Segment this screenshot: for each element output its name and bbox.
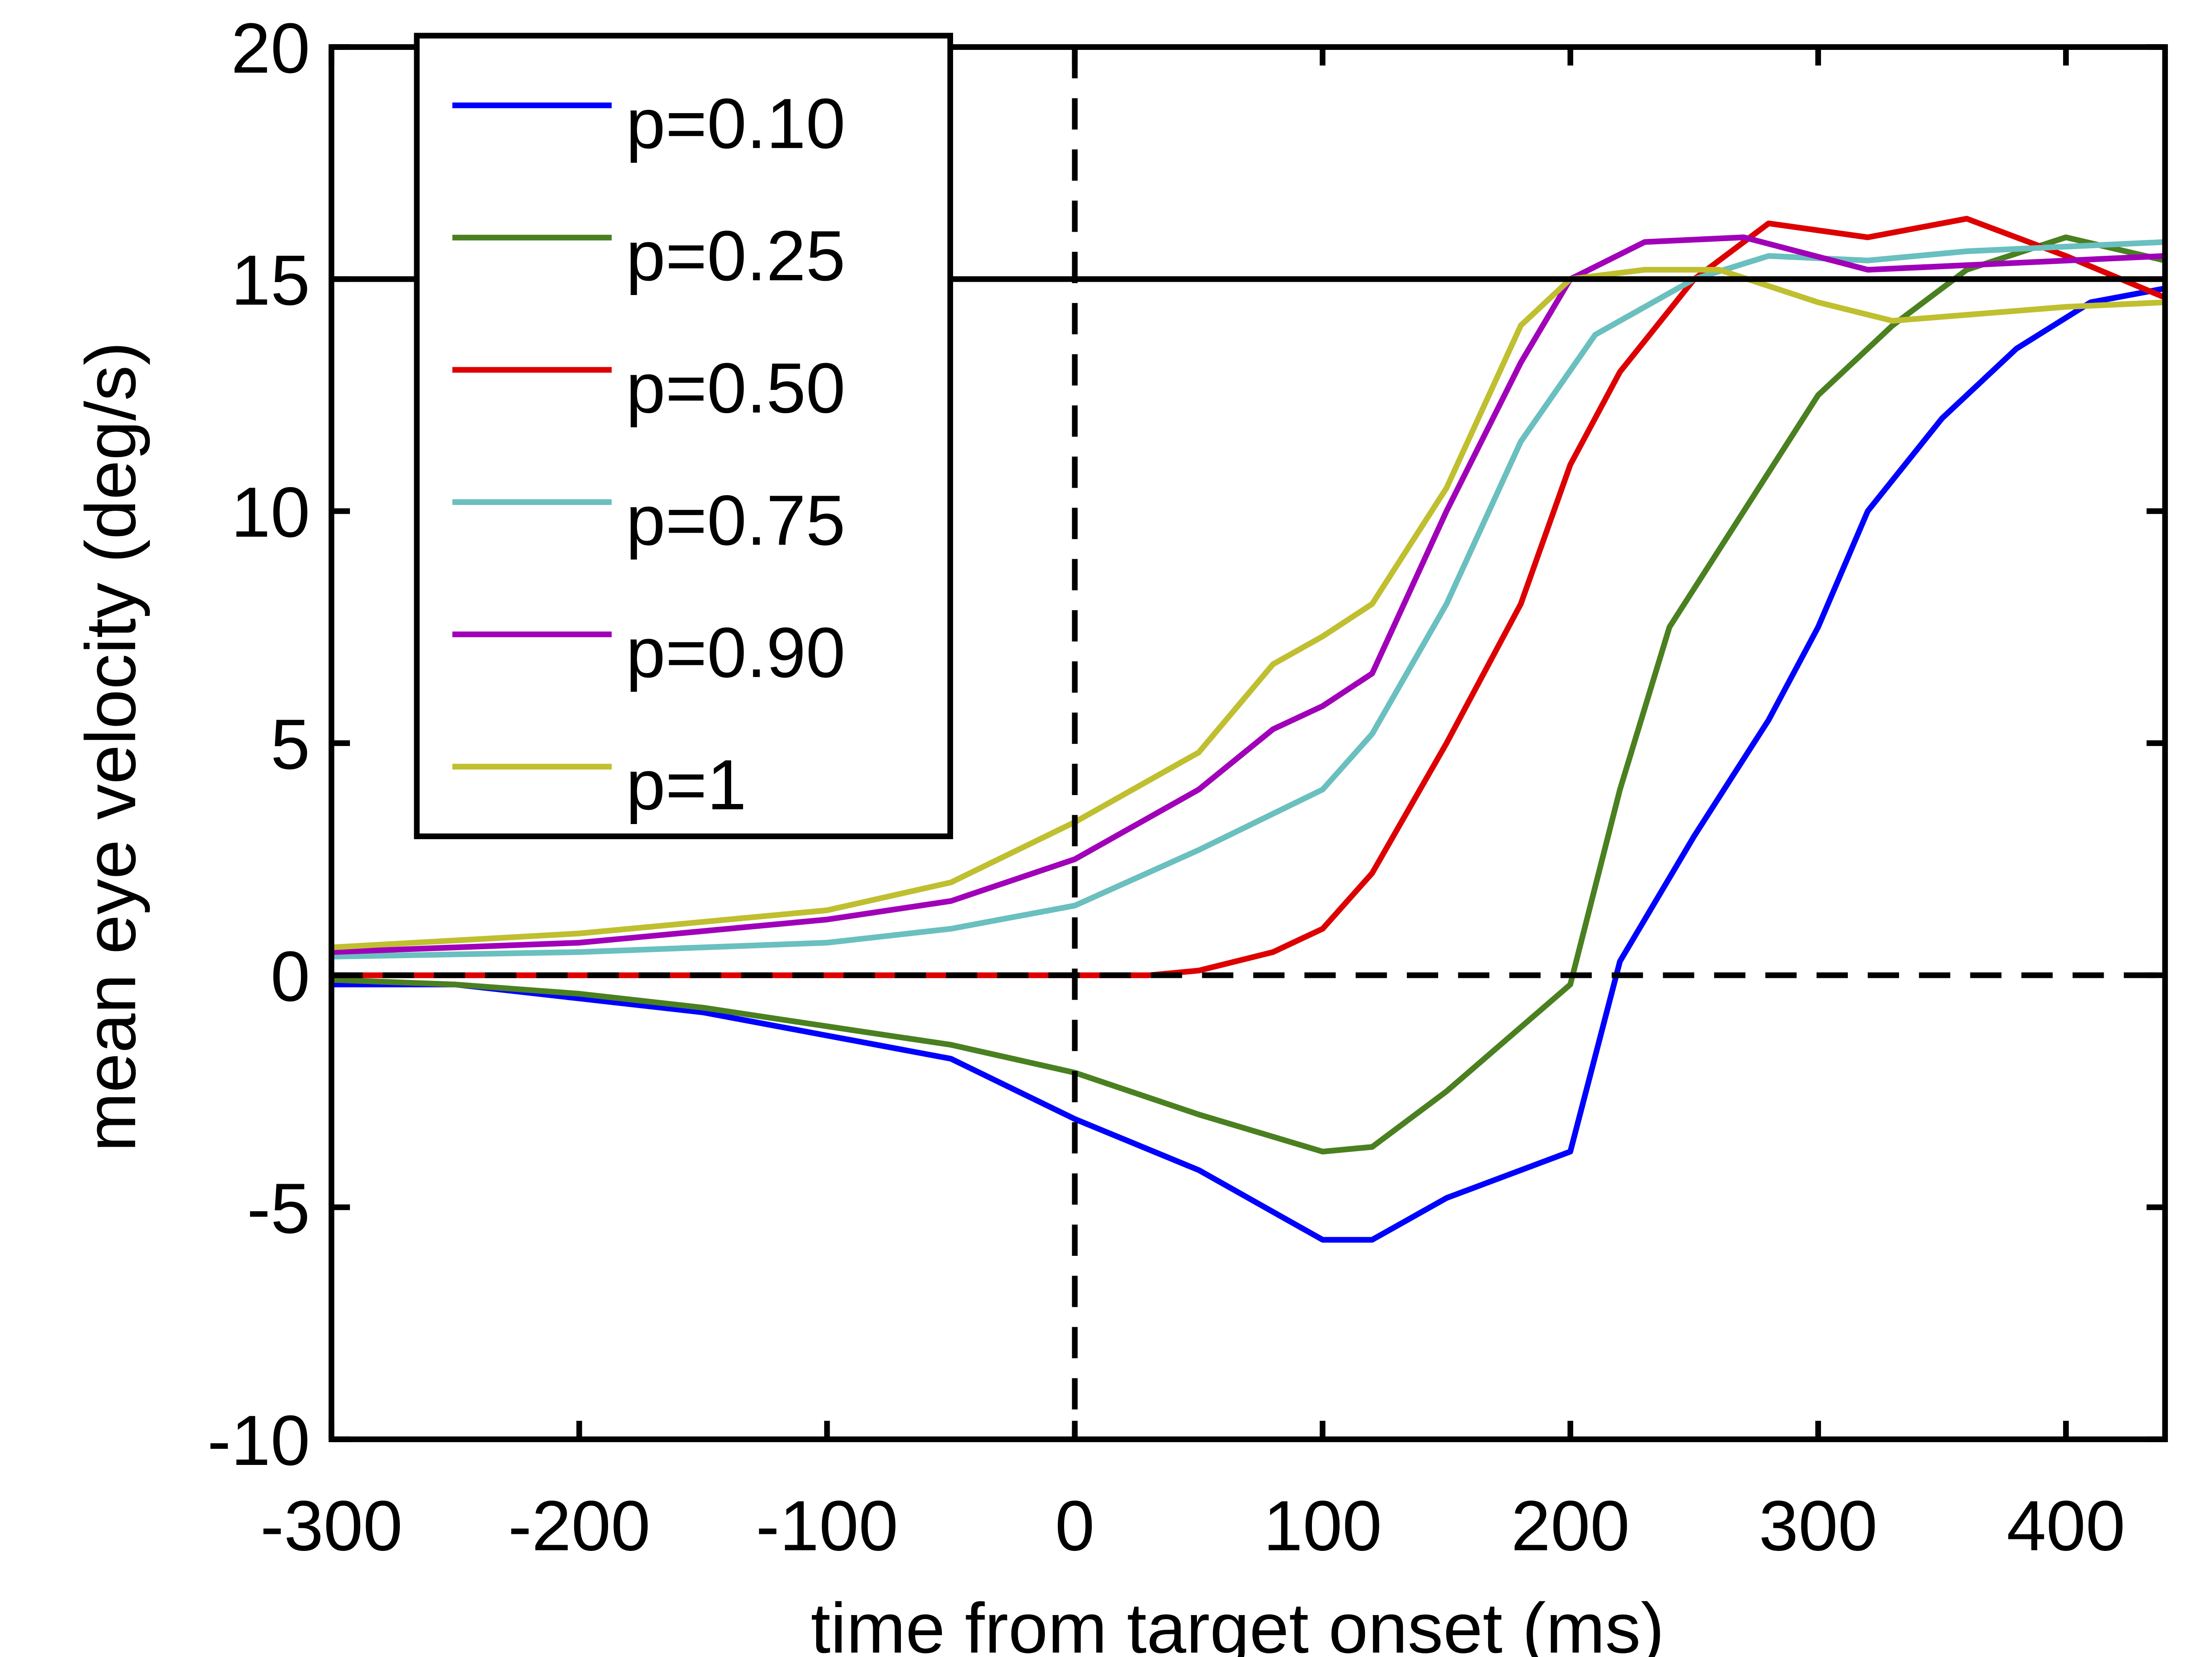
x-tick-label: -300 [260, 1486, 403, 1565]
y-tick-label: 0 [271, 937, 310, 1016]
series-line-p090 [331, 234, 2165, 955]
series-line-p025 [331, 234, 2166, 1155]
legend-label: p=0.75 [626, 480, 845, 560]
y-axis-label: mean eye velocity (deg/s) [71, 342, 150, 1152]
y-tick-label: 20 [231, 8, 310, 88]
y-tick-label: -5 [247, 1169, 310, 1248]
legend: p=0.10 p=0.25 p=0.50 p=0.75 p=0.90 p=1 [414, 33, 953, 839]
legend-label: p=1 [626, 745, 747, 824]
y-tick-label: 5 [271, 705, 310, 784]
ticks: -300 -200 -100 0 100 200 300 400 -10 -5 0 5 10 15 20 [207, 8, 2165, 1565]
x-tick-label: -100 [756, 1486, 898, 1565]
legend-label: p=0.25 [626, 216, 845, 295]
x-tick-label: 300 [1759, 1486, 1877, 1565]
series-line-p1 [331, 267, 2165, 951]
y-tick-label: 10 [231, 472, 310, 552]
series-line-p010 [331, 285, 2166, 1243]
x-tick-label: 400 [2006, 1486, 2125, 1565]
x-axis-label: time from target onset (ms) [811, 1588, 1665, 1657]
x-tick-label: 100 [1263, 1486, 1382, 1565]
y-tick-label: 15 [231, 241, 310, 320]
x-tick-label: 200 [1511, 1486, 1630, 1565]
legend-label: p=0.90 [626, 613, 845, 692]
y-tick-label: -10 [207, 1401, 310, 1480]
legend-box [414, 33, 953, 839]
x-tick-label: 0 [1055, 1486, 1095, 1565]
legend-label: p=0.10 [626, 84, 845, 163]
legend-label: p=0.50 [626, 349, 845, 428]
x-tick-label: -200 [508, 1486, 650, 1565]
